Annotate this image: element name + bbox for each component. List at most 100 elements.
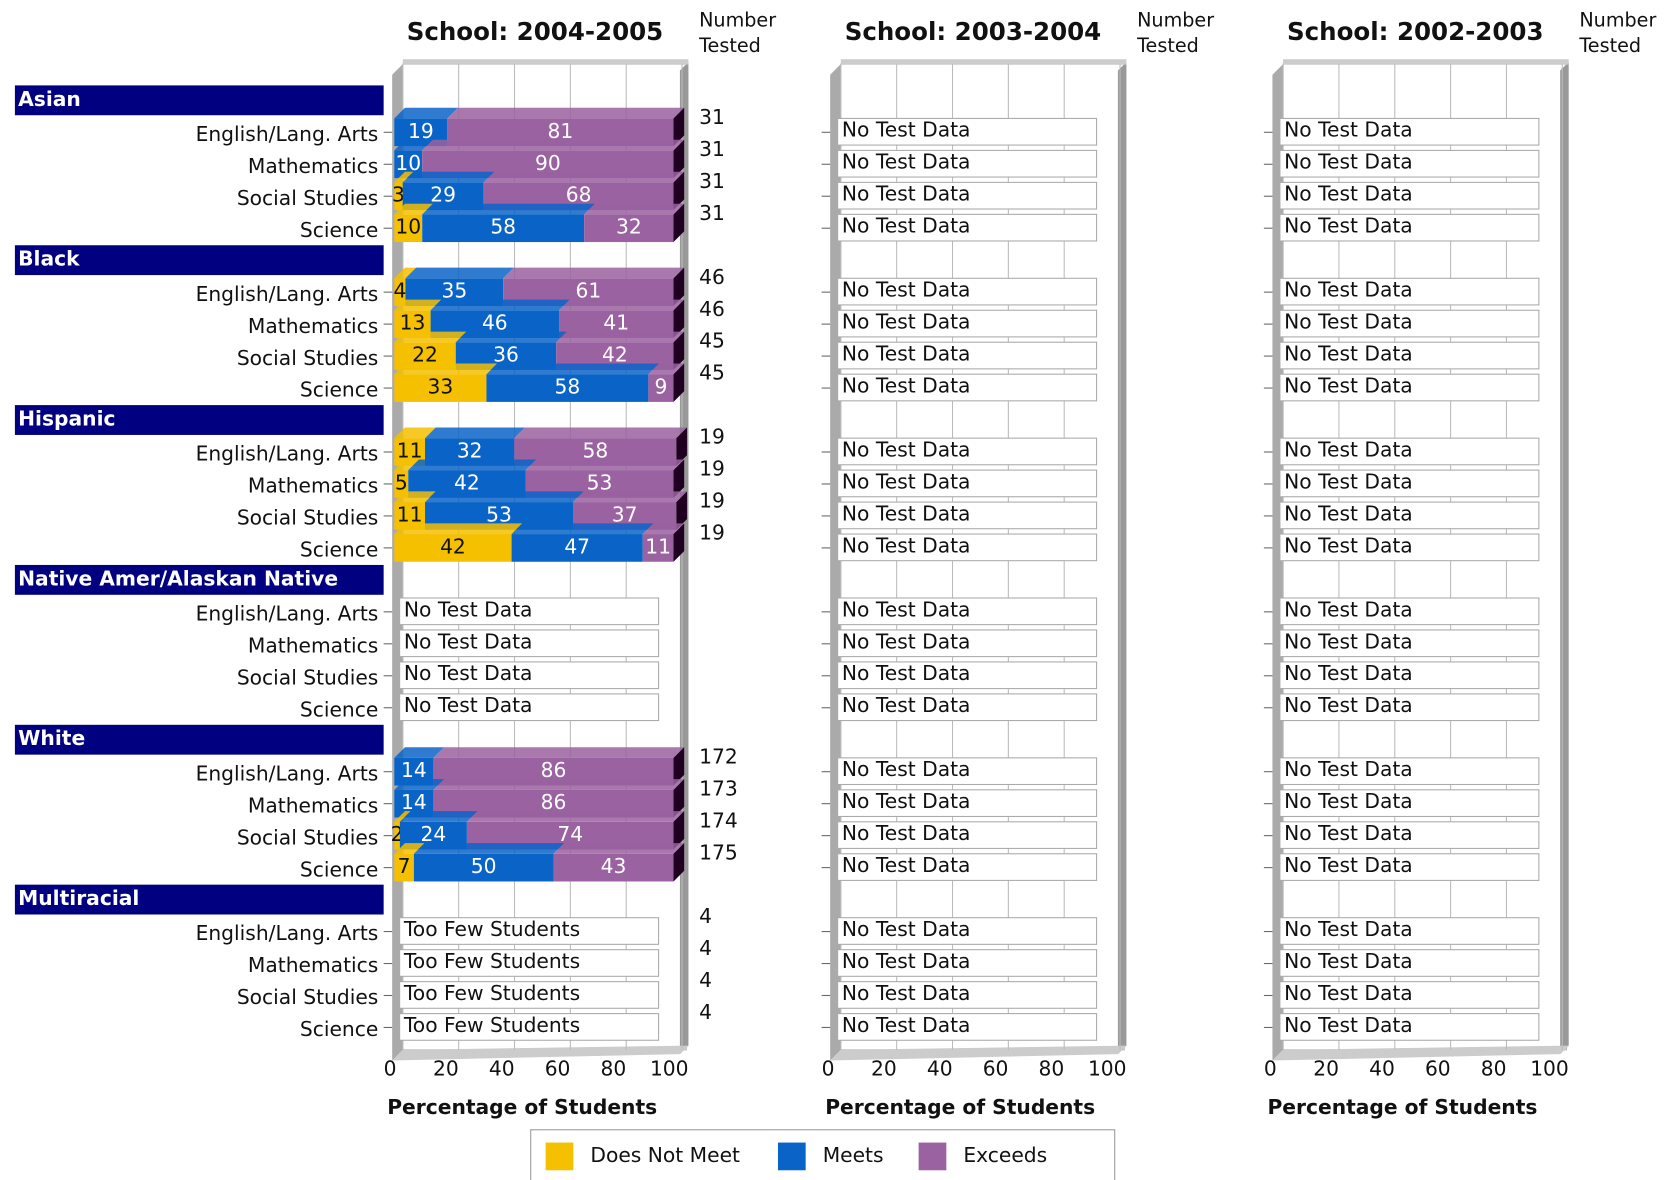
note-label: No Test Data bbox=[1284, 757, 1413, 781]
legend-swatch bbox=[545, 1142, 574, 1171]
note-box bbox=[837, 981, 1098, 1009]
bar-end bbox=[673, 747, 685, 786]
group-label: Hispanic bbox=[18, 407, 115, 431]
number-tested-header: Number Tested bbox=[1578, 8, 1656, 57]
data-label: 42 bbox=[440, 534, 466, 558]
note-label: No Test Data bbox=[1284, 853, 1413, 877]
number-tested: 31 bbox=[699, 169, 725, 193]
bar-end bbox=[673, 267, 685, 306]
bar-end bbox=[673, 811, 685, 850]
note-box bbox=[837, 533, 1098, 562]
data-label: 11 bbox=[397, 438, 423, 462]
note-label: No Test Data bbox=[842, 310, 971, 334]
data-label: 3 bbox=[392, 183, 405, 207]
note-box bbox=[1279, 1013, 1540, 1041]
bar-segment bbox=[413, 853, 554, 882]
note-box bbox=[399, 597, 660, 626]
bar-top bbox=[425, 427, 526, 439]
note-box bbox=[837, 757, 1098, 786]
category-label: Mathematics bbox=[248, 314, 378, 338]
note-box bbox=[837, 629, 1098, 658]
x-tick-label: 20 bbox=[871, 1057, 897, 1081]
group-label: White bbox=[18, 726, 85, 750]
bar-top bbox=[394, 363, 498, 375]
bar-end bbox=[673, 171, 685, 211]
bar-top bbox=[430, 299, 570, 311]
x-tick-label: 20 bbox=[1313, 1057, 1339, 1081]
note-box bbox=[1279, 661, 1540, 690]
bar-end bbox=[673, 779, 685, 818]
bar-end bbox=[676, 491, 687, 530]
x-tick-label: 100 bbox=[1530, 1057, 1569, 1081]
data-label: 58 bbox=[582, 438, 608, 462]
bar-top bbox=[394, 139, 433, 151]
note-label: No Test Data bbox=[1284, 789, 1413, 813]
data-label: 42 bbox=[454, 470, 480, 494]
note-label: No Test Data bbox=[1284, 597, 1413, 621]
number-tested: 174 bbox=[699, 808, 738, 832]
data-label: 35 bbox=[441, 279, 467, 303]
bar-segment bbox=[422, 214, 585, 243]
left-wall bbox=[830, 64, 841, 1061]
note-label: No Test Data bbox=[1284, 150, 1413, 174]
data-label: 11 bbox=[397, 502, 423, 526]
x-tick-label: 60 bbox=[545, 1057, 571, 1081]
x-axis-label: Percentage of Students bbox=[825, 1095, 1095, 1119]
note-label: No Test Data bbox=[1284, 310, 1413, 334]
data-label: 86 bbox=[541, 790, 567, 814]
note-box bbox=[1279, 341, 1540, 370]
note-box bbox=[1279, 629, 1540, 658]
bar-segment bbox=[648, 374, 674, 402]
category-label: English/Lang. Arts bbox=[196, 602, 379, 626]
note-label: No Test Data bbox=[1284, 437, 1413, 461]
note-label: No Test Data bbox=[404, 597, 533, 621]
note-label: Too Few Students bbox=[403, 981, 580, 1005]
data-label: 11 bbox=[645, 534, 671, 558]
group-label: Multiracial bbox=[18, 886, 139, 910]
data-label: 7 bbox=[398, 854, 411, 878]
note-box bbox=[1279, 757, 1540, 786]
note-label: No Test Data bbox=[842, 1013, 971, 1037]
bar-top bbox=[394, 299, 442, 311]
bar-end bbox=[673, 139, 685, 179]
x-tick-label: 80 bbox=[1039, 1057, 1065, 1081]
category-label: Mathematics bbox=[248, 634, 378, 658]
note-label: No Test Data bbox=[1284, 1013, 1413, 1037]
note-box bbox=[399, 693, 660, 722]
bar-segment bbox=[394, 470, 409, 498]
bar-segment bbox=[642, 534, 674, 562]
category-label: Social Studies bbox=[237, 665, 378, 689]
right-wall bbox=[1560, 61, 1569, 1055]
group-label: Black bbox=[18, 247, 80, 271]
group-header bbox=[14, 405, 384, 435]
x-tick-label: 100 bbox=[1088, 1057, 1127, 1081]
note-box bbox=[1279, 213, 1540, 242]
bar-top bbox=[433, 779, 685, 790]
data-label: 22 bbox=[412, 343, 438, 367]
bar-top bbox=[394, 779, 445, 790]
data-label: 68 bbox=[566, 183, 592, 207]
bar-top bbox=[422, 203, 595, 215]
bar-top bbox=[422, 139, 685, 151]
bar-top bbox=[525, 459, 685, 471]
data-label: 90 bbox=[535, 151, 561, 175]
data-label: 5 bbox=[395, 470, 408, 494]
category-label: Science bbox=[300, 378, 378, 402]
note-box bbox=[399, 981, 660, 1009]
note-label: No Test Data bbox=[842, 757, 971, 781]
note-label: No Test Data bbox=[1284, 949, 1413, 973]
floor bbox=[830, 1045, 1127, 1061]
note-box bbox=[837, 277, 1098, 306]
note-label: No Test Data bbox=[1284, 821, 1413, 845]
bar-top bbox=[399, 811, 478, 822]
bar-top bbox=[433, 747, 685, 758]
x-tick-label: 60 bbox=[983, 1057, 1009, 1081]
bar-top bbox=[394, 811, 411, 822]
x-tick-label: 0 bbox=[822, 1057, 835, 1081]
category-label: Social Studies bbox=[237, 506, 378, 530]
note-box bbox=[1279, 469, 1540, 498]
data-label: 61 bbox=[575, 279, 601, 303]
bar-top bbox=[394, 843, 425, 854]
category-label: English/Lang. Arts bbox=[196, 122, 379, 146]
